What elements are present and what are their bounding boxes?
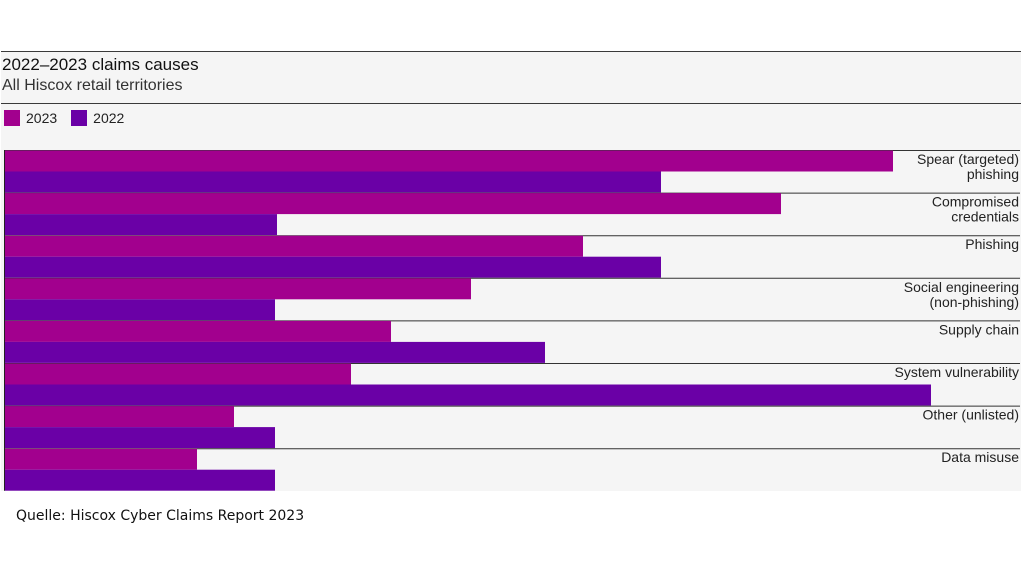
bar-2022: [5, 214, 277, 236]
bar-2023: [5, 406, 234, 428]
category-label-line: Compromised: [932, 194, 1019, 210]
bar-2023: [5, 150, 893, 172]
bar-2023: [5, 320, 391, 342]
legend-item-2023: 2023: [4, 110, 57, 126]
bar-2023: [5, 235, 583, 257]
category-label: Other (unlisted): [923, 407, 1019, 423]
bar-2023: [5, 278, 471, 300]
category-label: Compromised credentials: [932, 194, 1019, 225]
legend: 2023 2022: [4, 109, 138, 127]
source-note: Quelle: Hiscox Cyber Claims Report 2023: [16, 508, 305, 524]
legend-swatch-2022: [71, 110, 88, 126]
category-label: System vulnerability: [895, 364, 1020, 380]
bar-2022: [5, 171, 661, 193]
category-label: Supply chain: [939, 321, 1019, 337]
category-label-line: phishing: [967, 166, 1019, 182]
category-label-line: credentials: [951, 209, 1019, 225]
chart-subtitle: All Hiscox retail territories: [2, 77, 183, 94]
category-label-line: Phishing: [965, 236, 1019, 252]
category-label-line: System vulnerability: [895, 364, 1020, 380]
bar-2022: [5, 256, 661, 278]
bar-2022: [5, 427, 275, 449]
legend-label-2023: 2023: [26, 110, 58, 126]
bar-2022: [5, 384, 931, 406]
legend-item-2022: 2022: [71, 110, 124, 126]
chart-title: 2022–2023 claims causes: [2, 55, 199, 74]
category-label-line: Social engineering: [904, 279, 1019, 295]
bar-2022: [5, 299, 275, 321]
category-label-line: Supply chain: [939, 321, 1019, 337]
category-label: Social engineering (non-phishing): [904, 279, 1019, 310]
legend-label-2022: 2022: [93, 110, 125, 126]
bar-2022: [5, 469, 275, 491]
category-label-line: Data misuse: [941, 449, 1019, 465]
legend-swatch-2023: [4, 110, 20, 126]
category-label: Data misuse: [941, 449, 1019, 465]
category-label-line: Other (unlisted): [923, 407, 1019, 423]
category-label: Phishing: [965, 236, 1019, 252]
header-rule: [1, 103, 1021, 104]
bar-2023: [5, 448, 197, 470]
bar-2023: [5, 363, 351, 385]
category-label: Spear (targeted) phishing: [917, 151, 1019, 182]
category-label-line: Spear (targeted): [917, 151, 1019, 167]
bar-2022: [5, 341, 545, 363]
top-rule: [1, 51, 1021, 52]
category-label-line: (non-phishing): [930, 294, 1020, 310]
bar-2023: [5, 193, 781, 215]
